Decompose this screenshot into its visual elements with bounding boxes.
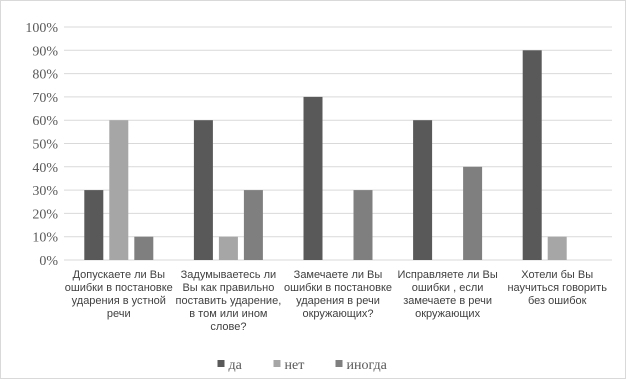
category-label-line: без ошибок (528, 295, 587, 307)
category-label-line: окружающих (415, 308, 480, 320)
bar-иногда (463, 166, 483, 260)
category-label-line: ошибки в постановке (65, 282, 173, 294)
bar-нет (218, 236, 238, 260)
legend-label-нет: нет (285, 358, 305, 373)
category-label: Допускаете ли Вы ошибки в постановке ударе… (65, 269, 173, 320)
category-label-line: Задумываетесь ли (181, 269, 277, 281)
category-label-line: речи (107, 308, 131, 320)
category-label-line: Исправляете ли Вы (397, 269, 497, 281)
legend-label-да: да (229, 358, 243, 373)
bar-да (413, 120, 433, 260)
category-label-line: слове? (210, 321, 246, 333)
category-label-line: ошибки в постановке (284, 282, 392, 294)
category-label: Задумываетесь ли Вы как правильно поставит… (176, 269, 282, 333)
category-label-line: поставить ударение, (176, 295, 282, 307)
y-tick-label: 30% (32, 184, 58, 199)
category-label-line: Хотели бы Вы (521, 269, 593, 281)
y-tick-label: 60% (32, 114, 58, 129)
y-tick-label: 70% (32, 91, 58, 106)
bar-нет (109, 120, 129, 260)
category-label-line: ударения в устной (72, 295, 166, 307)
category-label: Исправляете ли Вы ошибки , если замечаете … (397, 269, 497, 320)
category-label-line: научиться говорить (507, 282, 607, 294)
category-label-line: Замечаете ли Вы (294, 269, 383, 281)
category-label-line: Допускаете ли Вы (73, 269, 165, 281)
y-tick-label: 20% (32, 207, 58, 222)
bar-да (193, 120, 213, 260)
bar-иногда (353, 190, 373, 260)
category-label-line: ударения в речи (296, 295, 380, 307)
category-label-line: замечаете в речи (403, 295, 492, 307)
bar-да (84, 190, 104, 260)
category-label-line: окружающих? (302, 308, 373, 320)
category-label-line: Вы как правильно (182, 282, 274, 294)
y-tick-label: 40% (32, 161, 58, 176)
bar-да (522, 50, 542, 260)
legend-label-иногда: иногда (347, 358, 388, 373)
legend-swatch-иногда (335, 360, 343, 367)
legend-swatch-нет (273, 360, 281, 367)
bar-нет (547, 236, 567, 260)
y-tick-label: 10% (32, 231, 58, 246)
category-label-line: в том или ином (189, 308, 267, 320)
category-label: Замечаете ли Вы ошибки в постановке ударен… (284, 269, 392, 320)
y-tick-label: 0% (39, 254, 58, 269)
bar-иногда (134, 236, 154, 260)
category-label-line: ошибки , если (412, 282, 484, 294)
y-tick-label: 80% (32, 68, 58, 83)
y-tick-label: 50% (32, 138, 58, 153)
y-tick-label: 90% (32, 44, 58, 59)
legend-swatch-да (217, 360, 225, 367)
y-tick-label: 100% (25, 21, 58, 36)
bar-иногда (243, 190, 263, 260)
category-label: Хотели бы Вы научиться говорить без ошибок (507, 269, 607, 307)
bar-да (303, 96, 323, 261)
